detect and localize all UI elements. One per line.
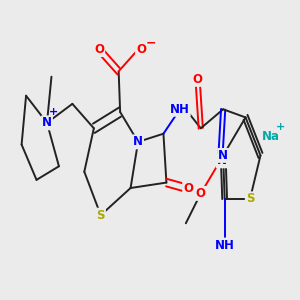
Text: N: N [218,149,228,162]
Text: N: N [133,135,143,148]
Text: NH: NH [170,103,190,116]
Text: N: N [42,116,52,129]
Text: S: S [246,192,254,206]
Text: +: + [276,122,285,132]
Text: NH: NH [215,238,235,251]
Text: +: + [49,107,58,117]
Text: O: O [136,43,146,56]
Text: O: O [193,73,203,86]
Text: N: N [217,154,227,167]
Text: Na: Na [262,130,280,143]
Text: O: O [94,43,104,56]
Text: S: S [97,209,105,222]
Text: O: O [183,182,193,194]
Text: −: − [145,37,156,50]
Text: O: O [196,187,206,200]
